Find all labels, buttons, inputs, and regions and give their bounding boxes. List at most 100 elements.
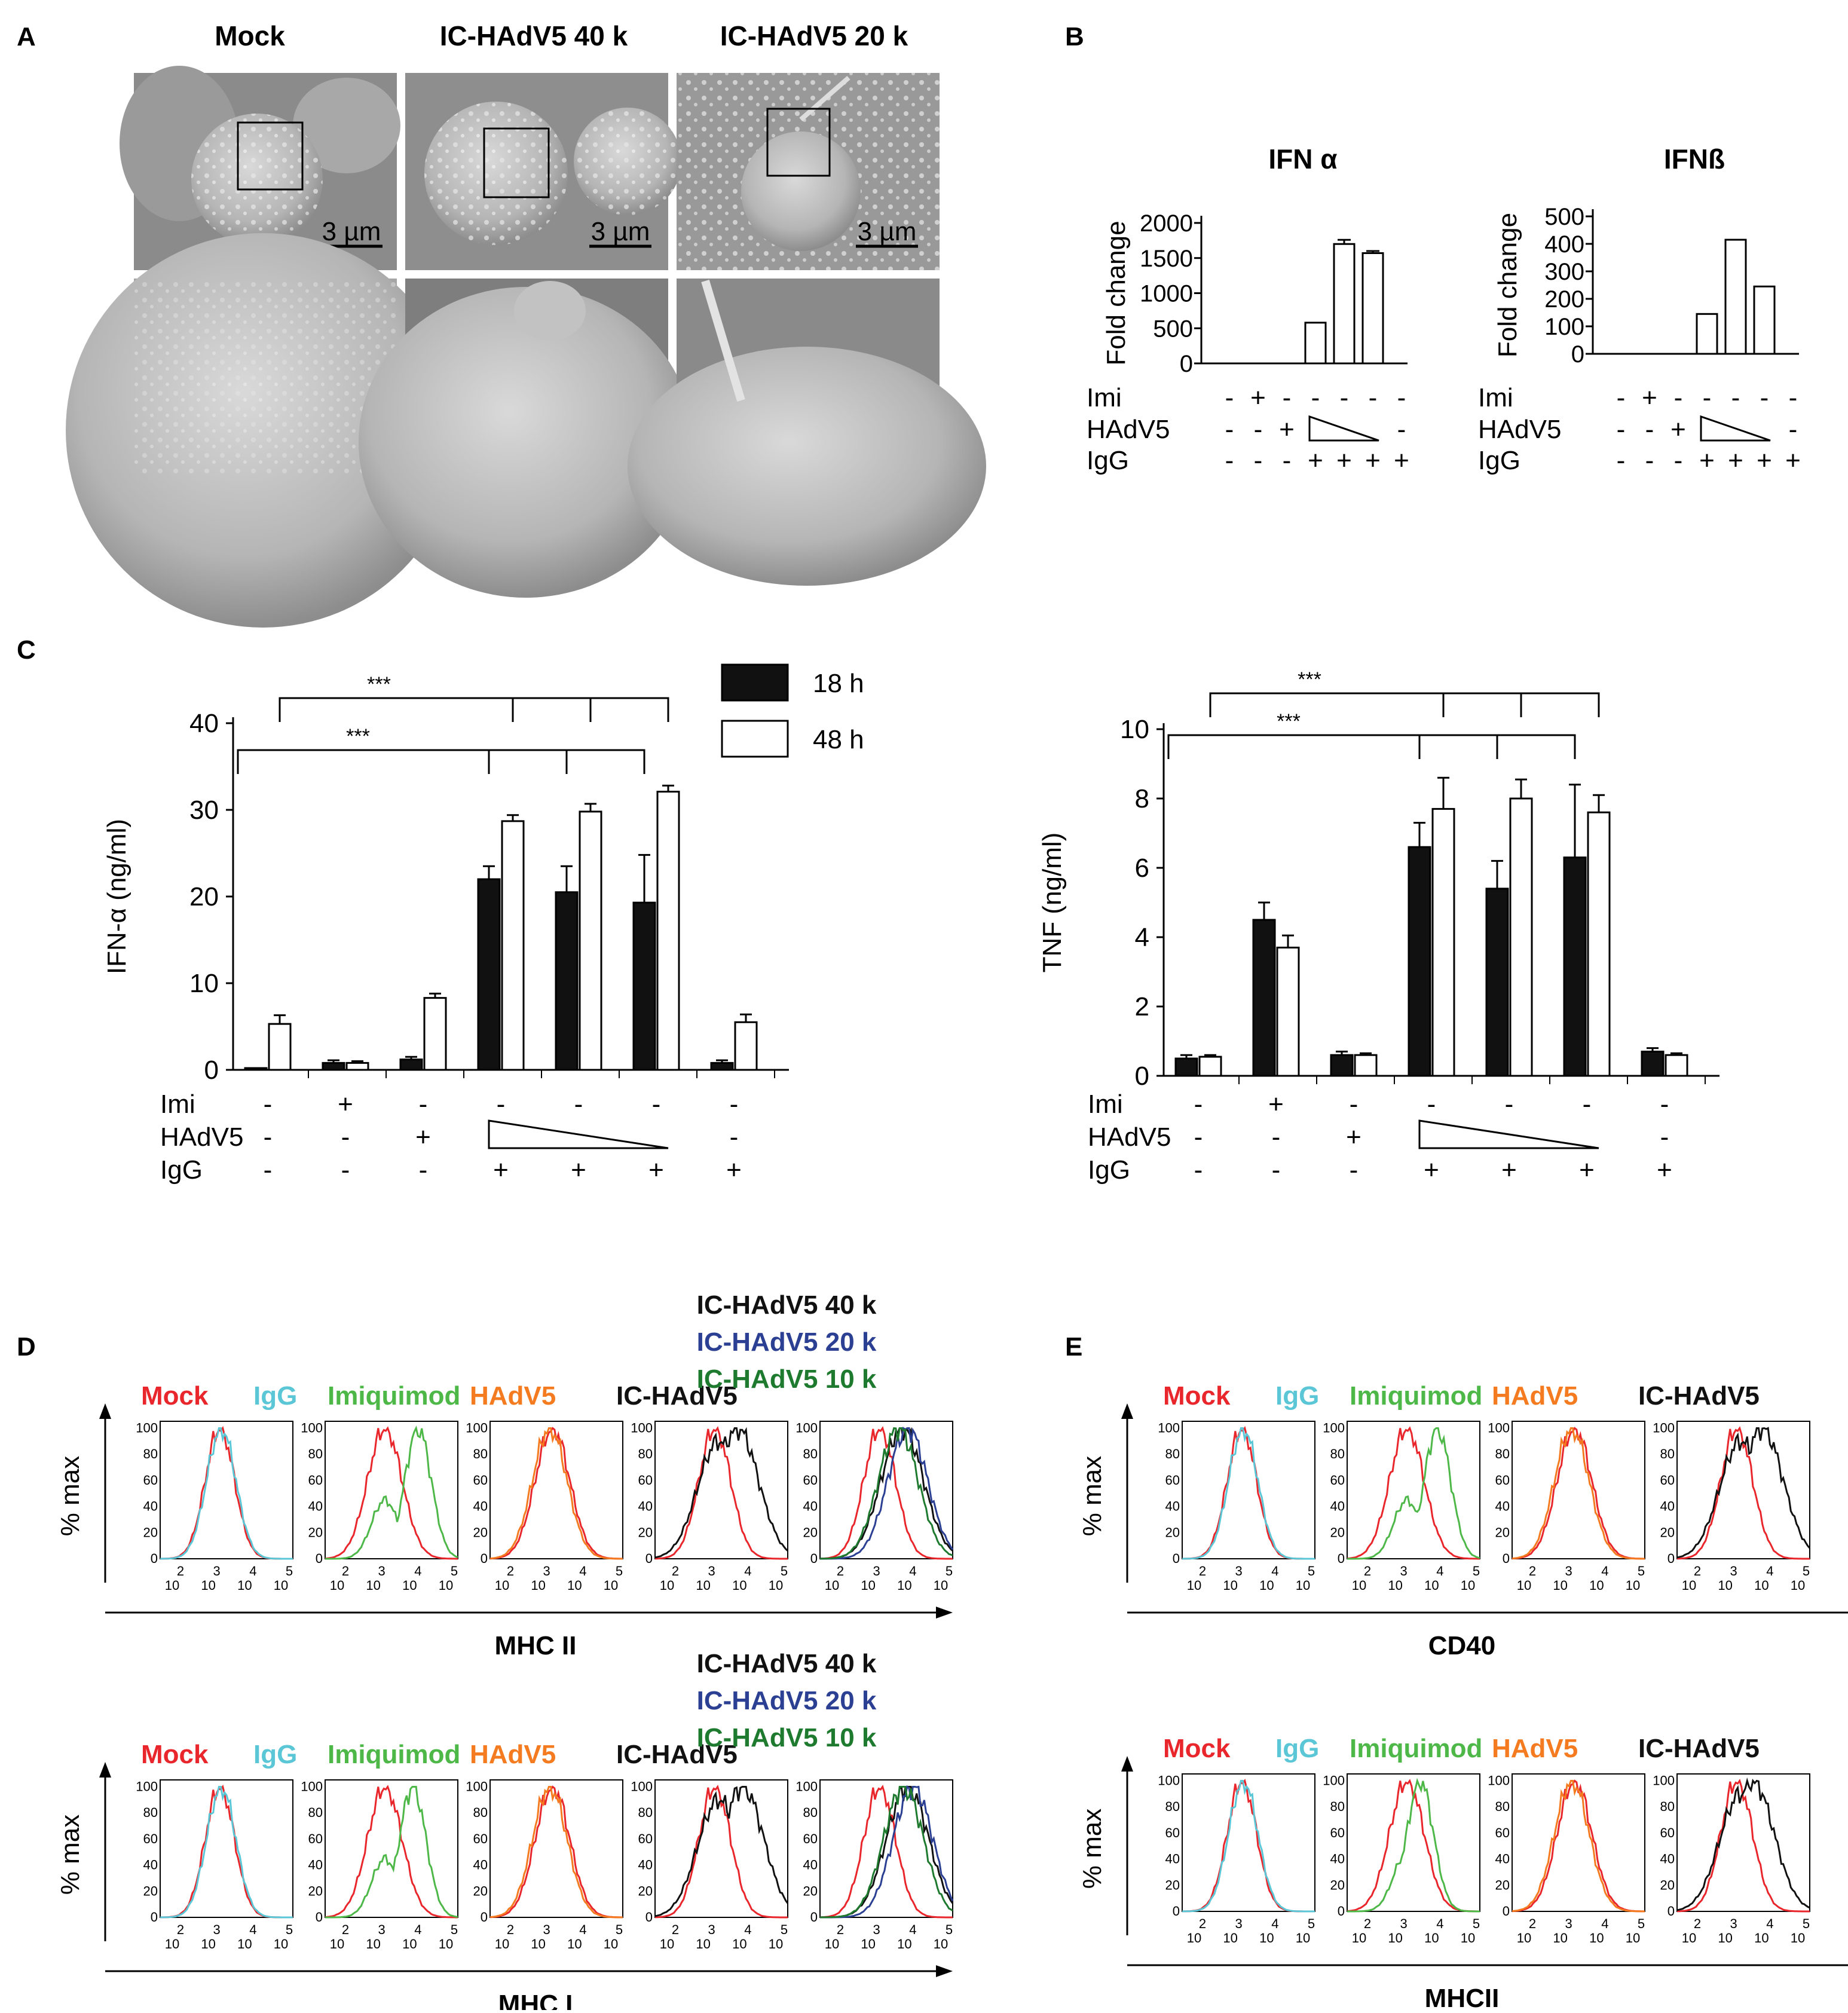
y-tick-label: 40 (1495, 1499, 1510, 1514)
y-tick-label: 80 (1660, 1799, 1675, 1814)
x-tick-exponent: 3 (543, 1922, 550, 1937)
x-tick-exponent: 4 (1271, 1916, 1278, 1931)
y-axis-label: IFN-α (ng/ml) (102, 819, 131, 974)
y-tick-label: 100 (1323, 1421, 1345, 1436)
y-tick-label: 20 (473, 1883, 488, 1898)
x-tick-base: 10 (861, 1936, 875, 1951)
dose-ramp (1700, 415, 1771, 442)
row-label-igg: IgG (1478, 446, 1520, 475)
condition-mark: + (726, 1155, 742, 1185)
y-tick-label: 40 (143, 1858, 158, 1873)
y-axis-label: % max (56, 1456, 85, 1536)
condition-mark: - (1617, 415, 1626, 444)
condition-mark: + (1268, 1090, 1284, 1119)
condition-mark: - (652, 1090, 661, 1119)
bar-18h (1174, 1057, 1198, 1077)
x-tick-exponent: 5 (781, 1922, 788, 1937)
x-tick-exponent: 5 (1308, 1916, 1315, 1931)
legend-ic-hadv5: IC-HAdV5 (1638, 1381, 1760, 1411)
y-tick-label: 60 (1660, 1473, 1675, 1488)
y-tick-label: 20 (803, 1883, 818, 1898)
y-tick-label: 40 (473, 1499, 488, 1514)
condition-mark: - (1505, 1090, 1514, 1119)
significance-bracket-48h (279, 697, 669, 722)
x-tick-base: 10 (165, 1936, 179, 1951)
y-tick-label: 20 (308, 1883, 323, 1898)
condition-mark: - (1340, 383, 1349, 412)
bar (1696, 313, 1718, 355)
y-tick-label: 40 (189, 709, 219, 738)
y-tick-label: 40 (803, 1858, 818, 1873)
x-tick-base: 10 (1259, 1578, 1274, 1593)
x-tick-base: 10 (825, 1578, 839, 1593)
significance-bracket-18h (237, 749, 645, 774)
condition-mark: - (264, 1122, 273, 1152)
bar-48h (345, 1061, 369, 1071)
y-tick-label: 40 (638, 1499, 653, 1514)
y-arrow-head (1121, 1403, 1133, 1419)
x-tick-base: 10 (1718, 1578, 1732, 1593)
scale-bar-label: 3 µm (322, 217, 381, 246)
legend-imiquimod: Imiquimod (328, 1740, 460, 1769)
condition-mark: + (1336, 446, 1352, 475)
histogram-imiquimod (1347, 1427, 1480, 1560)
y-tick-label: 20 (638, 1525, 653, 1540)
condition-mark: + (415, 1122, 431, 1152)
x-tick-base: 10 (861, 1578, 875, 1593)
x-tick-exponent: 2 (837, 1922, 844, 1937)
histogram-ic (654, 1786, 789, 1917)
x-tick-base: 10 (402, 1936, 417, 1951)
histogram-mock (325, 1426, 458, 1560)
x-tick-exponent: 2 (1529, 1564, 1536, 1578)
x-tick-base: 10 (330, 1578, 344, 1593)
y-tick-label: 2000 (1140, 210, 1193, 237)
x-tick-base: 10 (366, 1936, 380, 1951)
significance-label: *** (1277, 710, 1301, 733)
y-tick-label: 60 (1330, 1473, 1345, 1488)
x-tick-base: 10 (274, 1936, 288, 1951)
condition-mark: - (1272, 1122, 1281, 1152)
condition-mark: + (1279, 415, 1295, 444)
bar-48h (734, 1021, 758, 1071)
y-tick-label: 0 (645, 1551, 653, 1566)
histogram-ic (1676, 1427, 1811, 1559)
panel-a-header-40k: IC-HAdV5 40 k (440, 20, 628, 51)
x-tick-exponent: 4 (744, 1564, 751, 1578)
row-label-imi: Imi (1088, 1090, 1123, 1119)
condition-mark: - (1194, 1090, 1203, 1119)
bar-18h (399, 1058, 423, 1071)
x-tick-base: 10 (1461, 1931, 1475, 1945)
y-tick-label: 80 (638, 1446, 653, 1461)
histogram-ic10 (819, 1427, 953, 1560)
x-tick-base: 10 (165, 1578, 179, 1593)
bar-18h (1330, 1054, 1354, 1077)
x-tick-base: 10 (1223, 1578, 1237, 1593)
condition-mark: - (1645, 415, 1654, 444)
condition-mark: - (1674, 383, 1683, 412)
histogram-mock (1512, 1427, 1645, 1560)
x-tick-exponent: 4 (1436, 1916, 1443, 1931)
x-tick-exponent: 2 (177, 1564, 184, 1578)
condition-mark: + (1346, 1122, 1361, 1152)
y-tick-label: 60 (143, 1473, 158, 1488)
y-tick-label: 10 (1120, 715, 1149, 744)
x-tick-base: 10 (1553, 1931, 1567, 1945)
histogram-mock (1512, 1779, 1645, 1913)
y-tick-label: 80 (143, 1805, 158, 1820)
histogram-mock (654, 1785, 788, 1919)
dose-ramp (1418, 1119, 1599, 1149)
condition-mark: - (497, 1090, 506, 1119)
legend-ic-20k: IC-HAdV5 20 k (697, 1686, 877, 1715)
significance-bracket-48h (1209, 692, 1600, 717)
condition-mark: - (1760, 383, 1769, 412)
y-tick-label: 0 (1338, 1551, 1345, 1566)
condition-mark: + (338, 1090, 353, 1119)
row-label-hadv: HAdV5 (1478, 415, 1561, 444)
bar-48h (1665, 1054, 1688, 1077)
legend-swatch-18h (721, 663, 789, 702)
x-tick-exponent: 3 (213, 1922, 221, 1937)
x-tick-base: 10 (201, 1936, 215, 1951)
condition-mark: + (1250, 383, 1266, 412)
x-tick-exponent: 5 (1638, 1564, 1645, 1578)
condition-mark: - (1397, 415, 1406, 444)
